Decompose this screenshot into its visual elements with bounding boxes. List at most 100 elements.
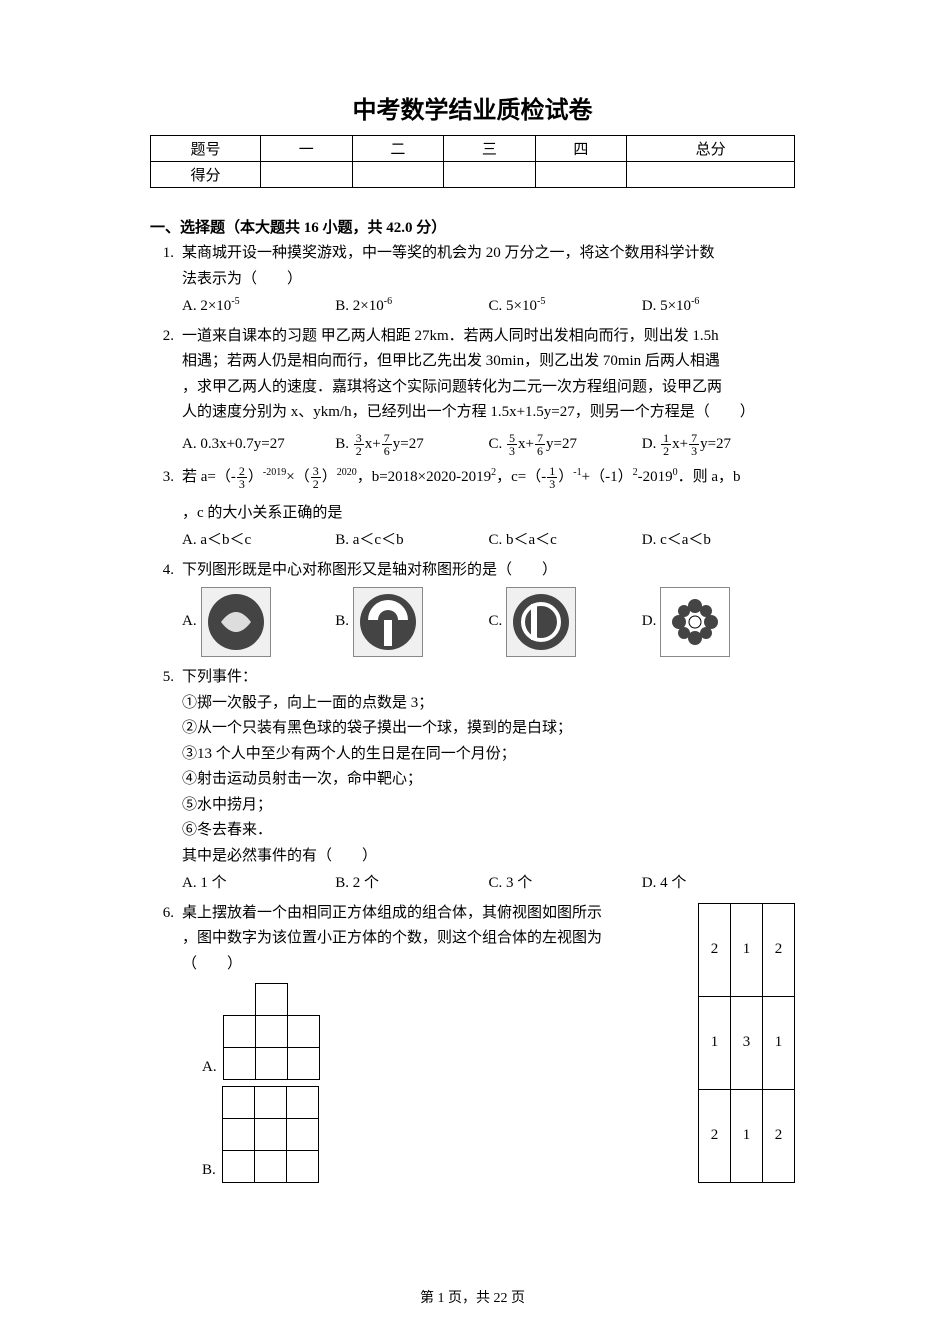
cell: 1 — [699, 996, 731, 1089]
cell: 2 — [763, 1089, 795, 1182]
question-6: 6. 桌上摆放着一个由相同正方体组成的组合体，其俯视图如图所示 ，图中数字为该位… — [150, 901, 795, 1184]
page-title: 中考数学结业质检试卷 — [150, 90, 795, 125]
choice-text: 2×10-6 — [353, 294, 392, 320]
text: 5×10 — [660, 298, 691, 314]
text: 第 — [420, 1291, 438, 1306]
text: ，c=（- — [496, 469, 546, 485]
cell: 总分 — [627, 136, 795, 162]
question-stem: 桌上摆放着一个由相同正方体组成的组合体，其俯视图如图所示 ，图中数字为该位置小正… — [182, 901, 686, 1184]
choice-text: 53x+76y=27 — [506, 432, 577, 458]
choice-label: B. — [335, 528, 349, 554]
choice-label: A. — [182, 528, 197, 554]
den: 2 — [311, 478, 321, 490]
choice-a: A. a＜b＜c — [182, 528, 335, 554]
text: ．则 a，b — [678, 469, 741, 485]
choice-text: 2 个 — [353, 871, 379, 897]
cell: 1 — [731, 1089, 763, 1182]
question-number: 5. — [150, 665, 182, 897]
num: 5 — [507, 432, 517, 445]
text: ，c 的大小关系正确的是 — [182, 505, 342, 521]
num: 7 — [535, 432, 545, 445]
cell: 1 — [731, 903, 763, 996]
choice-c: C. — [489, 587, 642, 657]
choice-a: A. 2×10-5 — [182, 294, 335, 320]
exp: -6 — [384, 296, 392, 307]
question-1: 1. 某商城开设一种摸奖游戏，中一等奖的机会为 20 万分之一，将这个数用科学计… — [150, 241, 795, 320]
question-stem: 某商城开设一种摸奖游戏，中一等奖的机会为 20 万分之一，将这个数用科学计数 法… — [182, 241, 795, 292]
choice-d: D. 5×10-6 — [642, 294, 795, 320]
den: 2 — [354, 445, 364, 457]
text: ⑥冬去春来． — [182, 822, 272, 838]
choice-d: D. — [642, 587, 795, 657]
question-stem: 一道来自课本的习题 甲乙两人相距 27km．若两人同时出发相向而行，则出发 1.… — [182, 324, 795, 426]
cell — [261, 162, 353, 188]
text: 页，共 — [445, 1291, 494, 1306]
cell — [627, 162, 795, 188]
choice-label: C. — [489, 528, 503, 554]
text: y=27 — [546, 436, 577, 452]
choice-row: A. B. C. D. — [182, 587, 795, 657]
logo-icon — [660, 587, 730, 657]
cell: 得分 — [151, 162, 261, 188]
text: -2019 — [638, 469, 673, 485]
question-3: 3. 若 a=（-23）-2019×（32）2020，b=2018×2020-2… — [150, 465, 795, 554]
den: 3 — [547, 478, 557, 490]
cell: 三 — [444, 136, 536, 162]
total-pages: 22 — [494, 1291, 508, 1306]
num: 1 — [661, 432, 671, 445]
choice-label: B. — [335, 432, 349, 458]
choice-b: B. 2×10-6 — [335, 294, 488, 320]
text: 2×10 — [353, 298, 384, 314]
den: 3 — [689, 445, 699, 457]
question-5: 5. 下列事件： ①掷一次骰子，向上一面的点数是 3； ②从一个只装有黑色球的袋… — [150, 665, 795, 897]
cell — [444, 162, 536, 188]
choice-row: A. 1 个 B. 2 个 C. 3 个 D. 4 个 — [182, 871, 795, 897]
question-stem: 若 a=（-23）-2019×（32）2020，b=2018×2020-2019… — [182, 465, 795, 526]
text: x+ — [518, 436, 534, 452]
top-view-grid: 2 1 2 1 3 1 2 1 2 — [698, 903, 795, 1184]
choice-c: C. 3 个 — [489, 871, 642, 897]
text: 人的速度分别为 x、ykm/h，已经列出一个方程 1.5x+1.5y=27，则另… — [182, 404, 755, 420]
choice-c: C. 5×10-5 — [489, 294, 642, 320]
cell: 2 — [699, 903, 731, 996]
den: 6 — [382, 445, 392, 457]
text: ①掷一次骰子，向上一面的点数是 3； — [182, 695, 433, 711]
den: 3 — [237, 478, 247, 490]
choice-d: D. 4 个 — [642, 871, 795, 897]
choice-label: C. — [489, 609, 503, 635]
text: 5×10 — [506, 298, 537, 314]
choice-label: D. — [642, 294, 657, 320]
text: ②从一个只装有黑色球的袋子摸出一个球，摸到的是白球； — [182, 720, 572, 736]
exp: -6 — [691, 296, 699, 307]
text: 相遇；若两人仍是相向而行，但甲比乙先出发 30min，则乙出发 70min 后两… — [182, 353, 720, 369]
choice-label: C. — [489, 871, 503, 897]
question-stem: 下列图形既是中心对称图形又是轴对称图形的是（ ） — [182, 558, 795, 584]
choice-b: B. — [335, 587, 488, 657]
text: y=27 — [393, 436, 424, 452]
text: ，求甲乙两人的速度．嘉琪将这个实际问题转化为二元一次方程组问题，设甲乙两 — [182, 379, 722, 395]
exp: 2020 — [337, 467, 357, 478]
text: ，图中数字为该位置小正方体的个数，则这个组合体的左视图为 — [182, 930, 602, 946]
cell: 3 — [731, 996, 763, 1089]
choice-text: a＜b＜c — [200, 528, 251, 554]
left-view-a — [223, 983, 320, 1080]
choice-text: 2×10-5 — [200, 294, 239, 320]
exp: -5 — [231, 296, 239, 307]
choice-text: a＜c＜b — [353, 528, 404, 554]
choice-text: 1 个 — [200, 871, 226, 897]
text: ⑤水中捞月； — [182, 797, 272, 813]
text: +（-1） — [582, 469, 633, 485]
den: 2 — [661, 445, 671, 457]
text: ） — [558, 469, 573, 485]
text: （ ） — [182, 956, 242, 972]
choice-a: A. 1 个 — [182, 871, 335, 897]
choice-label: B. — [335, 294, 349, 320]
question-2: 2. 一道来自课本的习题 甲乙两人相距 27km．若两人同时出发相向而行，则出发… — [150, 324, 795, 458]
choice-label: A. — [182, 609, 197, 635]
choice-d: D. 12x+73y=27 — [642, 432, 795, 458]
cell — [352, 162, 444, 188]
choice-label: A. — [202, 1055, 217, 1081]
question-number: 2. — [150, 324, 182, 458]
text: 页 — [508, 1291, 526, 1306]
cell: 1 — [763, 996, 795, 1089]
